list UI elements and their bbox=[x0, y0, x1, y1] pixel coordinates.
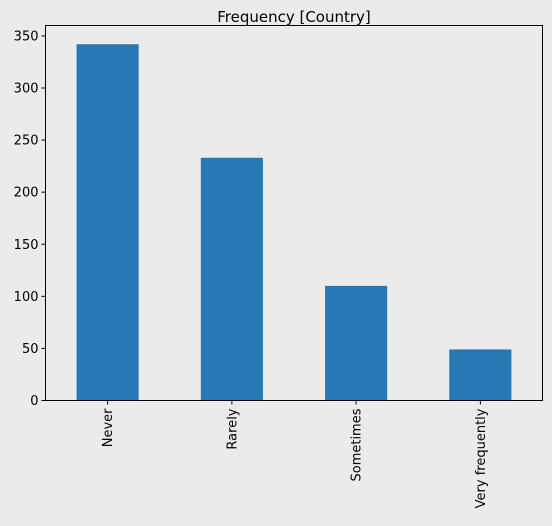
plot-frame bbox=[45, 25, 543, 401]
x-tick-label: Never bbox=[101, 408, 116, 447]
bar-very-frequently bbox=[449, 349, 512, 401]
bar-rarely bbox=[200, 157, 263, 401]
y-tick-label: 350 bbox=[14, 29, 39, 44]
y-tick-label: 300 bbox=[14, 82, 39, 97]
bar-sometimes bbox=[325, 285, 388, 401]
x-tick-label: Rarely bbox=[225, 408, 240, 449]
y-tick-label: 100 bbox=[14, 290, 39, 305]
bars-group bbox=[76, 44, 512, 401]
bar-never bbox=[76, 44, 139, 401]
x-axis: Never Rarely Sometimes Very frequently bbox=[101, 400, 489, 508]
y-tick-label: 150 bbox=[14, 238, 39, 253]
chart-title: Frequency [Country] bbox=[217, 8, 371, 26]
y-tick-label: 50 bbox=[22, 342, 39, 357]
y-axis: 0 50 100 150 200 250 300 350 bbox=[14, 29, 46, 409]
y-tick-label: 200 bbox=[14, 186, 39, 201]
y-tick-label: 0 bbox=[30, 394, 38, 409]
x-tick-label: Sometimes bbox=[350, 408, 365, 481]
y-tick-label: 250 bbox=[14, 134, 39, 149]
x-tick-label: Very frequently bbox=[474, 408, 489, 508]
